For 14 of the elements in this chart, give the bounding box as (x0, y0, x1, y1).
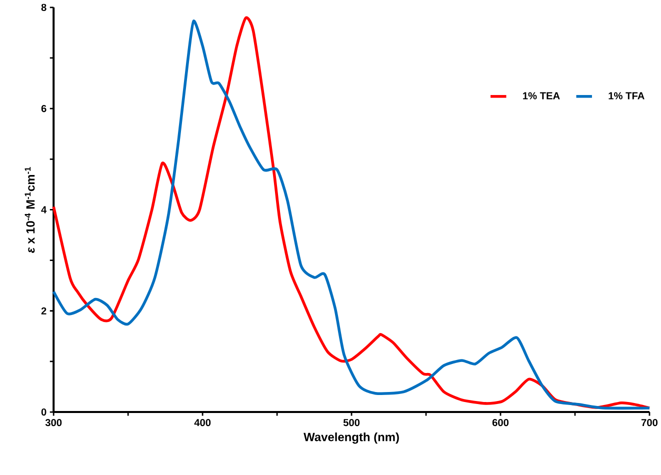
legend-label: 1% TEA (523, 92, 560, 100)
y-tick-label: 4 (41, 206, 47, 214)
y-tick-label: 2 (41, 307, 46, 314)
y-axis-title: ε x 10$^{-4}$ M$^{-1}$cm$^{-1}$ (24, 167, 35, 253)
y-tick-label: 0 (41, 408, 46, 416)
y-tick-label: 8 (41, 4, 46, 12)
x-tick-label: 300 (45, 419, 62, 426)
x-axis-title: Wavelength (nm) (304, 432, 399, 444)
y-tick-label: 6 (41, 105, 46, 112)
x-tick-label: 400 (194, 419, 211, 426)
legend-label: 1% TFA (608, 92, 644, 100)
x-tick-label: 500 (343, 419, 360, 426)
x-tick-label: 700 (641, 419, 658, 426)
x-tick-label: 600 (492, 419, 509, 426)
